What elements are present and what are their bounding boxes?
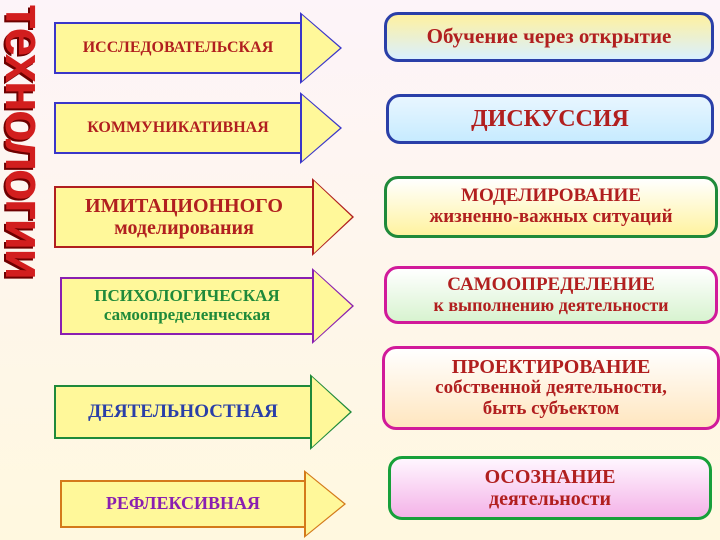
arrow-communicative: КОММУНИКАТИВНАЯ — [54, 92, 342, 164]
box-design-line-2: быть субъектом — [483, 399, 620, 420]
box-selfdetermination-line-0: САМООПРЕДЕЛЕНИЕ — [447, 275, 655, 296]
box-design-line-0: ПРОЕКТИРОВАНИЕ — [452, 356, 651, 378]
arrow-body-imitation: ИМИТАЦИОННОГОмоделирования — [54, 186, 312, 248]
box-selfdetermination-line-1: к выполнению деятельности — [433, 296, 668, 316]
arrow-imitation: ИМИТАЦИОННОГОмоделирования — [54, 178, 354, 256]
box-awareness: ОСОЗНАНИЕдеятельности — [388, 456, 712, 520]
box-design-line-1: собственной деятельности, — [435, 378, 667, 399]
box-discussion: ДИСКУССИЯ — [386, 94, 714, 144]
arrow-imitation-line-0: ИМИТАЦИОННОГО — [85, 195, 283, 217]
box-awareness-line-1: деятельности — [489, 488, 611, 510]
arrow-psychological-line-0: ПСИХОЛОГИЧЕСКАЯ — [94, 287, 279, 306]
content-area: ИССЛЕДОВАТЕЛЬСКАЯ КОММУНИКАТИВНАЯ ИМИТАЦИО… — [54, 0, 720, 540]
arrow-head-activity — [310, 374, 352, 450]
box-discovery: Обучение через открытие — [384, 12, 714, 62]
arrow-activity: ДЕЯТЕЛЬНОСТНАЯ — [54, 374, 352, 450]
box-design: ПРОЕКТИРОВАНИЕсобственной деятельности,б… — [382, 346, 720, 430]
arrow-body-psychological: ПСИХОЛОГИЧЕСКАЯсамоопределенческая — [60, 277, 312, 335]
vertical-title-text: технологии — [0, 4, 56, 278]
box-discussion-line-0: ДИСКУССИЯ — [471, 106, 629, 132]
arrow-body-activity: ДЕЯТЕЛЬНОСТНАЯ — [54, 385, 310, 439]
box-modeling-line-1: жизненно-важных ситуаций — [429, 207, 672, 228]
arrow-head-reflexive — [304, 470, 346, 538]
arrow-reflexive: РЕФЛЕКСИВНАЯ — [60, 470, 346, 538]
arrow-imitation-line-1: моделирования — [114, 217, 254, 239]
arrow-head-communicative — [300, 92, 342, 164]
box-selfdetermination: САМООПРЕДЕЛЕНИЕк выполнению деятельности — [384, 266, 718, 324]
arrow-psychological: ПСИХОЛОГИЧЕСКАЯсамоопределенческая — [60, 268, 354, 344]
arrow-reflexive-line-0: РЕФЛЕКСИВНАЯ — [106, 494, 260, 514]
vertical-title: технологии — [0, 0, 54, 540]
arrow-psychological-line-1: самоопределенческая — [104, 306, 270, 325]
box-discovery-line-0: Обучение через открытие — [427, 25, 672, 48]
arrow-activity-line-0: ДЕЯТЕЛЬНОСТНАЯ — [88, 402, 278, 423]
box-awareness-line-0: ОСОЗНАНИЕ — [485, 466, 616, 488]
arrow-research: ИССЛЕДОВАТЕЛЬСКАЯ — [54, 12, 342, 84]
arrow-head-psychological — [312, 268, 354, 344]
arrow-research-line-0: ИССЛЕДОВАТЕЛЬСКАЯ — [83, 39, 274, 57]
box-modeling-line-0: МОДЕЛИРОВАНИЕ — [461, 186, 641, 207]
arrow-body-reflexive: РЕФЛЕКСИВНАЯ — [60, 480, 304, 528]
box-modeling: МОДЕЛИРОВАНИЕжизненно-важных ситуаций — [384, 176, 718, 238]
arrow-head-imitation — [312, 178, 354, 256]
arrow-head-research — [300, 12, 342, 84]
arrow-body-research: ИССЛЕДОВАТЕЛЬСКАЯ — [54, 22, 300, 74]
arrow-communicative-line-0: КОММУНИКАТИВНАЯ — [87, 119, 269, 137]
arrow-body-communicative: КОММУНИКАТИВНАЯ — [54, 102, 300, 154]
